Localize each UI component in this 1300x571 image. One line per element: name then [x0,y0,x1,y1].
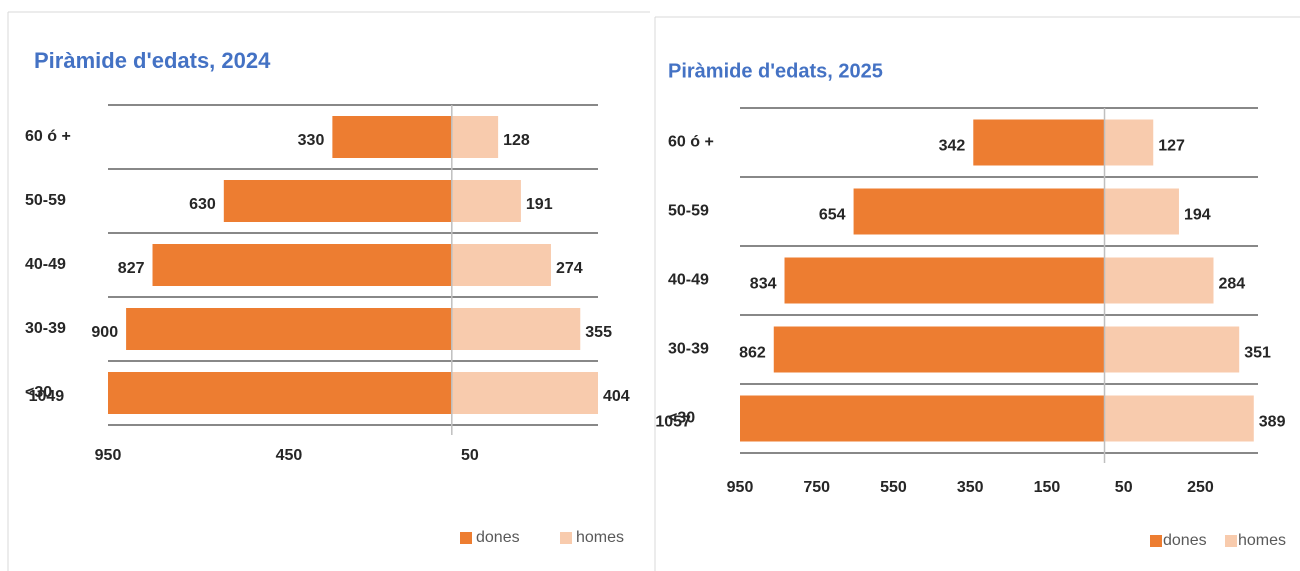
category-label: <30 [25,384,52,401]
bar [1104,257,1214,304]
x-tick-label: 450 [276,447,303,464]
x-tick-label: 950 [727,479,754,496]
category-label: 30-39 [668,341,709,358]
x-tick-label: 550 [880,479,907,496]
chart-title: Piràmide d'edats, 2024 [34,48,271,73]
bar [451,372,598,414]
bar [853,188,1105,235]
data-label: 630 [189,196,216,213]
bar [773,326,1105,373]
bar [1104,326,1240,373]
legend-label: homes [1238,532,1286,549]
data-label: 274 [556,260,583,277]
chart-title: Piràmide d'edats, 2025 [668,60,883,82]
bar [451,308,581,350]
data-label: 1049 [29,388,65,405]
data-label: 128 [503,132,530,149]
legend-swatch [1150,535,1162,547]
legend-label: dones [476,529,520,546]
legend-swatch [560,532,572,544]
bar [740,395,1105,442]
x-tick-label: 250 [1187,479,1214,496]
category-label: 50-59 [668,203,709,220]
category-label: 30-39 [25,320,66,337]
bar [973,119,1105,166]
category-label: 60 ó + [668,134,714,151]
bar [784,257,1105,304]
data-label: 351 [1244,345,1271,362]
category-label: 40-49 [25,256,66,273]
bar [126,308,452,350]
bar [451,244,551,286]
data-label: 404 [603,388,630,405]
data-label: 191 [526,196,553,213]
x-tick-label: 50 [461,447,479,464]
data-label: 654 [819,207,846,224]
data-label: 127 [1158,138,1185,155]
x-tick-label: 950 [95,447,122,464]
x-tick-label: 750 [803,479,830,496]
bar [451,116,499,158]
category-label: 60 ó + [25,128,71,145]
bar [1104,395,1254,442]
data-label: 827 [118,260,145,277]
data-label: 834 [750,276,777,293]
bar [332,116,452,158]
x-tick-label: 150 [1034,479,1061,496]
data-label: 355 [585,324,612,341]
bar [451,180,521,222]
data-label: 900 [91,324,118,341]
legend-label: dones [1163,532,1207,549]
data-label: 862 [739,345,766,362]
bar [108,372,452,414]
bar [223,180,452,222]
legend-label: homes [576,529,624,546]
data-label: 194 [1184,207,1211,224]
data-label: 330 [298,132,325,149]
data-label: 342 [939,138,966,155]
bars [740,119,1254,442]
category-label: 50-59 [25,192,66,209]
category-label: 40-49 [668,272,709,289]
bar [1104,119,1154,166]
legend-swatch [1225,535,1237,547]
x-tick-label: 50 [1115,479,1133,496]
category-label: <30 [668,410,695,427]
bar [152,244,452,286]
data-label: 284 [1218,276,1245,293]
data-label: 1057 [655,414,691,431]
x-tick-label: 350 [957,479,984,496]
data-label: 389 [1259,414,1286,431]
bar [1104,188,1179,235]
bars [108,116,598,414]
legend-swatch [460,532,472,544]
